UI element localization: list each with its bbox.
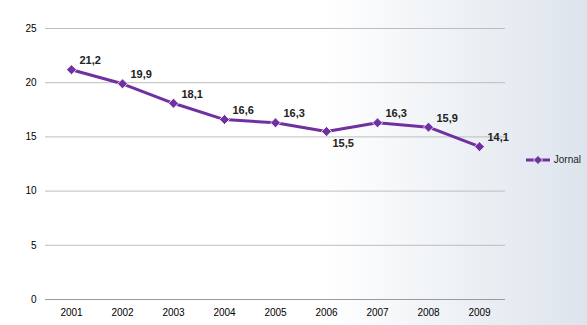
svg-text:16,3: 16,3	[386, 107, 407, 119]
svg-text:15,9: 15,9	[437, 112, 458, 124]
svg-text:15,5: 15,5	[333, 137, 354, 149]
svg-text:14,1: 14,1	[488, 131, 509, 143]
svg-text:15: 15	[25, 131, 37, 142]
svg-text:19,9: 19,9	[131, 68, 152, 80]
svg-text:2002: 2002	[111, 307, 134, 318]
svg-text:2007: 2007	[366, 307, 389, 318]
svg-text:5: 5	[31, 240, 37, 251]
html-text:Jornal: Jornal	[553, 154, 581, 165]
svg-text:16,6: 16,6	[233, 104, 254, 116]
svg-text:18,1: 18,1	[182, 88, 203, 100]
svg-text:21,2: 21,2	[80, 54, 101, 66]
svg-text:2006: 2006	[315, 307, 338, 318]
svg-text:2004: 2004	[213, 307, 236, 318]
svg-text:10: 10	[25, 185, 37, 196]
svg-text:2005: 2005	[264, 307, 287, 318]
svg-text:20: 20	[25, 77, 37, 88]
svg-text:16,3: 16,3	[284, 107, 305, 119]
svg-text:2003: 2003	[162, 307, 185, 318]
svg-text:25: 25	[25, 23, 37, 34]
svg-text:2001: 2001	[60, 307, 83, 318]
svg-text:2009: 2009	[468, 307, 491, 318]
svg-text:0: 0	[31, 294, 37, 305]
svg-text:2008: 2008	[417, 307, 440, 318]
